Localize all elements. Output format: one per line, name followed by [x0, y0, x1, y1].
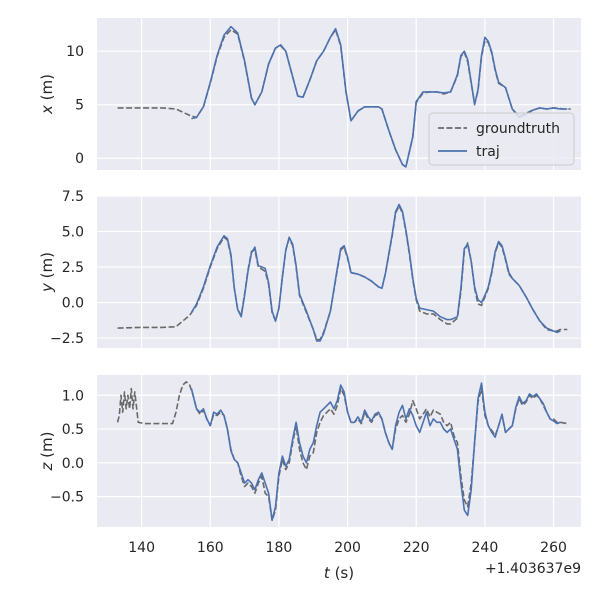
panel-y: −2.5 0.0 2.5 5.0 7.5 y (m)	[38, 189, 581, 348]
y-axis-label: x (m)	[38, 74, 56, 115]
panel-x: 0 5 10 x (m) groundtruth traj	[38, 18, 581, 170]
x-tick-label: 160	[197, 540, 224, 556]
y-tick-label: 1.0	[62, 388, 84, 404]
x-tick-label: 260	[540, 540, 567, 556]
y-tick-label: −0.5	[50, 490, 84, 506]
y-tick-label: 0.5	[62, 422, 84, 438]
x-tick-label: 240	[472, 540, 499, 556]
y-axis-label: y (m)	[38, 252, 56, 293]
x-tick-label: 180	[266, 540, 293, 556]
series-line-traj	[191, 25, 568, 168]
y-tick-label: 5.0	[62, 225, 84, 241]
x-tick-label: 140	[128, 540, 155, 556]
x-offset-label: +1.403637e9	[485, 561, 581, 577]
y-tick-label: 0	[75, 151, 84, 167]
x-tick-label: 220	[403, 540, 430, 556]
panel-z: −0.5 0.0 0.5 1.0 z (m) 140 160 180 200 220 240 260 t…	[38, 375, 581, 582]
legend-label-traj: traj	[476, 144, 500, 160]
y-tick-label: 0.0	[62, 456, 84, 472]
plot-area	[97, 196, 581, 348]
legend: groundtruth traj	[428, 112, 575, 166]
y-tick-label: 10	[66, 44, 84, 60]
y-tick-label: −2.5	[50, 331, 84, 347]
series-line-traj	[190, 382, 561, 521]
y-tick-label: 0.0	[62, 296, 84, 312]
series-line-traj	[190, 203, 561, 342]
y-tick-label: 2.5	[62, 260, 84, 276]
legend-label-groundtruth: groundtruth	[476, 121, 560, 137]
x-axis-label: t (s)	[324, 564, 354, 582]
y-tick-label: 7.5	[62, 189, 84, 205]
x-tick-label: 200	[334, 540, 361, 556]
y-axis-label: z (m)	[38, 432, 56, 472]
y-tick-label: 5	[75, 98, 84, 114]
